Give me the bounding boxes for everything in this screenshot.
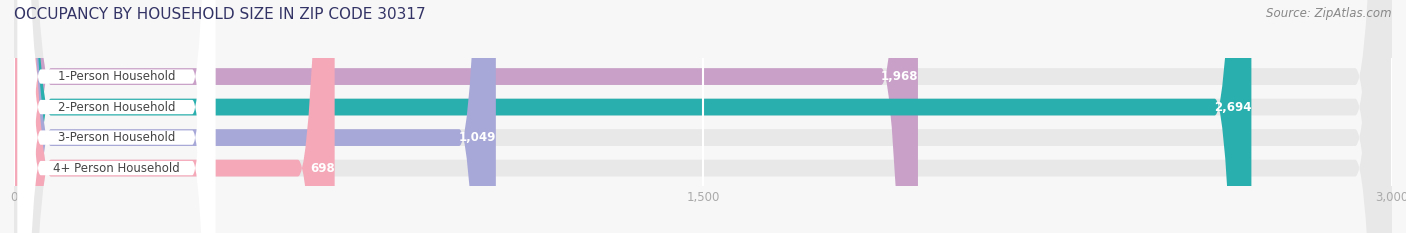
FancyBboxPatch shape — [14, 0, 335, 233]
Text: 1-Person Household: 1-Person Household — [58, 70, 176, 83]
FancyBboxPatch shape — [18, 0, 215, 233]
Text: 2,694: 2,694 — [1213, 101, 1251, 113]
Text: 2-Person Household: 2-Person Household — [58, 101, 176, 113]
Text: 4+ Person Household: 4+ Person Household — [53, 162, 180, 175]
Text: 1,968: 1,968 — [880, 70, 918, 83]
FancyBboxPatch shape — [14, 0, 1392, 233]
FancyBboxPatch shape — [14, 0, 1392, 233]
FancyBboxPatch shape — [18, 0, 215, 233]
FancyBboxPatch shape — [14, 0, 1392, 233]
Text: Source: ZipAtlas.com: Source: ZipAtlas.com — [1267, 7, 1392, 20]
Text: 3-Person Household: 3-Person Household — [58, 131, 176, 144]
FancyBboxPatch shape — [14, 0, 1251, 233]
FancyBboxPatch shape — [14, 0, 918, 233]
Text: 698: 698 — [309, 162, 335, 175]
FancyBboxPatch shape — [14, 0, 496, 233]
Text: OCCUPANCY BY HOUSEHOLD SIZE IN ZIP CODE 30317: OCCUPANCY BY HOUSEHOLD SIZE IN ZIP CODE … — [14, 7, 426, 22]
Text: 1,049: 1,049 — [458, 131, 496, 144]
FancyBboxPatch shape — [18, 0, 215, 233]
FancyBboxPatch shape — [18, 0, 215, 233]
FancyBboxPatch shape — [14, 0, 1392, 233]
